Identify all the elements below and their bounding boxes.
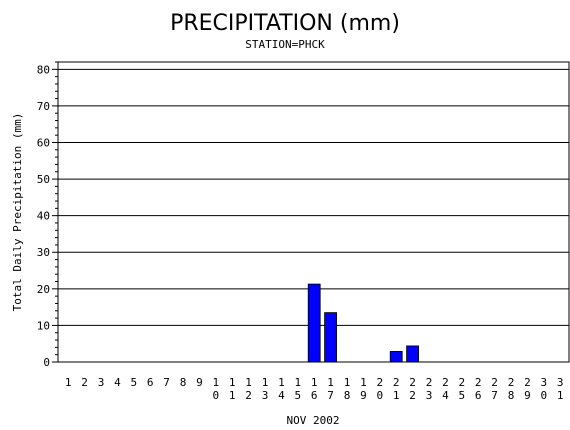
- bar-day-22: [406, 345, 420, 363]
- y-axis-ticks: 0 10 20 30 40 50 60 70 80: [37, 61, 58, 369]
- y-tick-label: 70: [37, 100, 50, 113]
- x-axis-label: NOV 2002: [287, 414, 340, 427]
- y-tick-label: 50: [37, 173, 50, 186]
- y-tick-label: 80: [37, 63, 50, 76]
- x-tick-label: 9: [196, 376, 203, 389]
- x-tick-label: 7: [163, 376, 170, 389]
- x-tick-label: 5: [130, 376, 137, 389]
- x-tick-label: 4: [114, 376, 121, 389]
- bars: [307, 283, 420, 363]
- chart-title: PRECIPITATION (mm): [170, 11, 400, 36]
- y-tick-label: 20: [37, 283, 50, 296]
- plot-area: [57, 61, 570, 363]
- bar-day-21: [389, 350, 403, 363]
- chart-subtitle: STATION=PHCK: [245, 38, 325, 51]
- gridlines: [58, 68, 569, 326]
- y-axis-label: Total Daily Precipitation (mm): [11, 113, 24, 312]
- y-tick-label: 0: [43, 356, 50, 369]
- x-axis-ticks: 1 2 3 4 5 6 7 8 9 1 01 11 21 31 41 51 61 71 81 92 02 12 22 32 42…: [65, 376, 564, 402]
- x-tick-label: 2: [81, 376, 88, 389]
- x-tick-label: 6: [147, 376, 154, 389]
- y-tick-label: 60: [37, 136, 50, 149]
- x-tick-label: 8: [180, 376, 187, 389]
- x-tick-label: 3: [98, 376, 105, 389]
- y-tick-label: 40: [37, 210, 50, 223]
- y-tick-label: 10: [37, 319, 50, 332]
- x-tick-label: 1: [65, 376, 72, 389]
- y-tick-label: 30: [37, 246, 50, 259]
- bar-day-17: [324, 312, 338, 363]
- bar-day-16: [307, 283, 321, 363]
